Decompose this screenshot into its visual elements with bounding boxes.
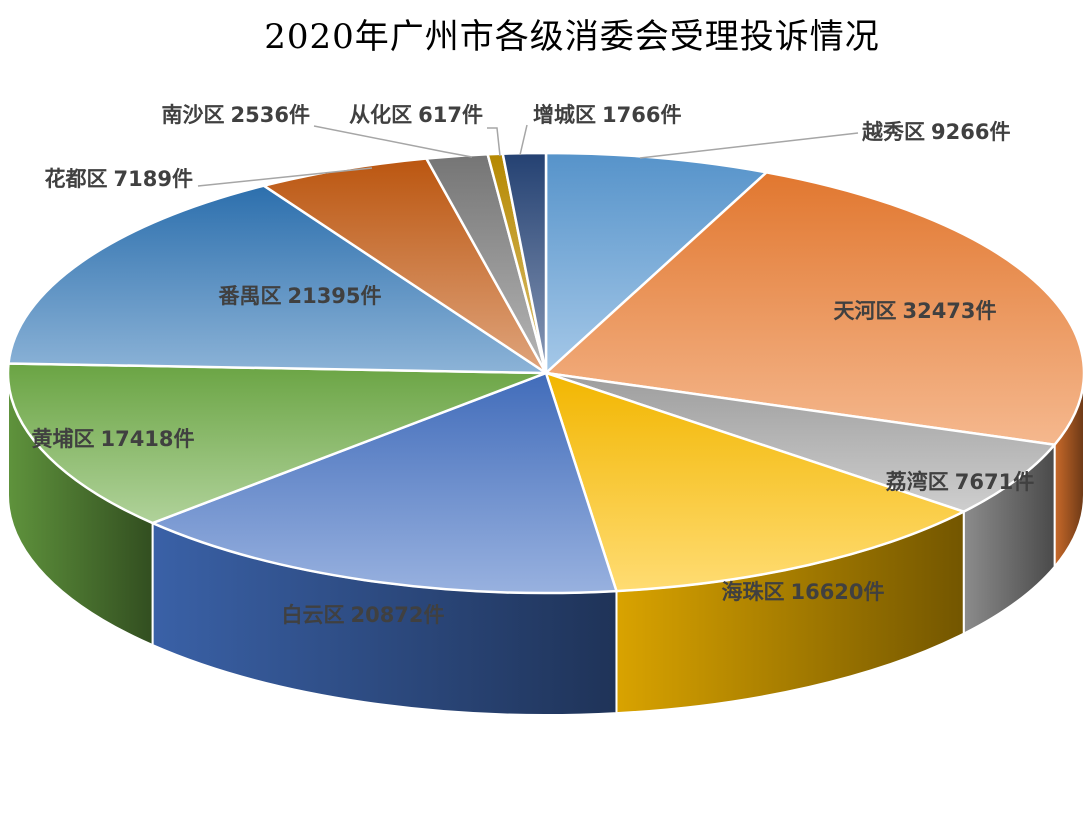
data-label-value: 9266 (931, 120, 989, 144)
pie-slice (151, 371, 618, 595)
data-label-value: 16620 (790, 580, 863, 604)
pie-slice (544, 171, 1086, 446)
data-label-category: 白云区 (281, 603, 344, 627)
data-label-category: 花都区 (45, 167, 108, 191)
data-label-value: 7671 (955, 470, 1013, 494)
pie-slices (6, 151, 1086, 595)
data-label-value: 20872 (350, 603, 423, 627)
data-label-value: 21395 (287, 284, 360, 308)
data-label-unit: 件 (1013, 470, 1034, 494)
data-label-value: 17418 (100, 427, 173, 451)
data-label-category: 越秀区 (861, 120, 925, 144)
data-label-unit: 件 (989, 120, 1010, 144)
data-label-value: 1766 (602, 103, 660, 127)
data-label: 天河区 32473件 (833, 299, 996, 323)
data-label-unit: 件 (289, 103, 310, 127)
leader-lines (197, 124, 859, 187)
leader-line (519, 124, 528, 156)
data-label-unit: 件 (976, 299, 997, 323)
leader-line (487, 127, 501, 157)
data-label-unit: 件 (172, 167, 193, 191)
pie-slice (7, 184, 548, 375)
pie-slice (544, 371, 965, 593)
data-label-category: 南沙区 (162, 103, 225, 127)
pie-slice (544, 371, 1056, 513)
data-label: 花都区 7189件 (45, 167, 193, 191)
leader-line (639, 132, 859, 159)
data-label: 越秀区 9266件 (861, 120, 1010, 144)
data-label-value: 2536 (231, 103, 289, 127)
data-label: 增城区 1766件 (533, 103, 681, 127)
data-label-category: 荔湾区 (886, 470, 949, 494)
data-label: 荔湾区 7671件 (886, 470, 1034, 494)
data-label-category: 天河区 (833, 299, 896, 323)
pie-slice (262, 157, 548, 375)
data-label: 南沙区 2536件 (162, 103, 310, 127)
data-label-category: 番禺区 (217, 284, 281, 308)
pie-slice (501, 151, 548, 375)
data-label-unit: 件 (361, 284, 382, 308)
pie-sides (7, 372, 1085, 716)
data-label-unit: 件 (864, 580, 885, 604)
leader-line (313, 125, 473, 158)
pie-slice (6, 362, 548, 525)
data-label-category: 从化区 (349, 103, 412, 127)
data-label-category: 海珠区 (721, 580, 784, 604)
data-label-category: 增城区 (533, 103, 596, 127)
pie-slice (544, 151, 768, 375)
data-label-unit: 件 (174, 427, 195, 451)
leader-line (197, 167, 373, 187)
data-label: 黄埔区 17418件 (31, 427, 194, 451)
data-label-value: 32473 (902, 299, 975, 323)
data-label-value: 7189 (114, 167, 172, 191)
data-label: 白云区 20872件 (281, 603, 444, 627)
data-label: 从化区 617件 (349, 103, 483, 127)
data-label: 海珠区 16620件 (721, 580, 884, 604)
data-label-unit: 件 (424, 603, 445, 627)
data-label-category: 黄埔区 (31, 427, 94, 451)
data-label-unit: 件 (660, 103, 681, 127)
data-label: 番禺区 21395件 (217, 284, 381, 308)
data-label-unit: 件 (462, 103, 483, 127)
data-label-value: 617 (418, 103, 462, 127)
chart-title: 2020年广州市各级消委会受理投诉情况 (264, 17, 880, 57)
